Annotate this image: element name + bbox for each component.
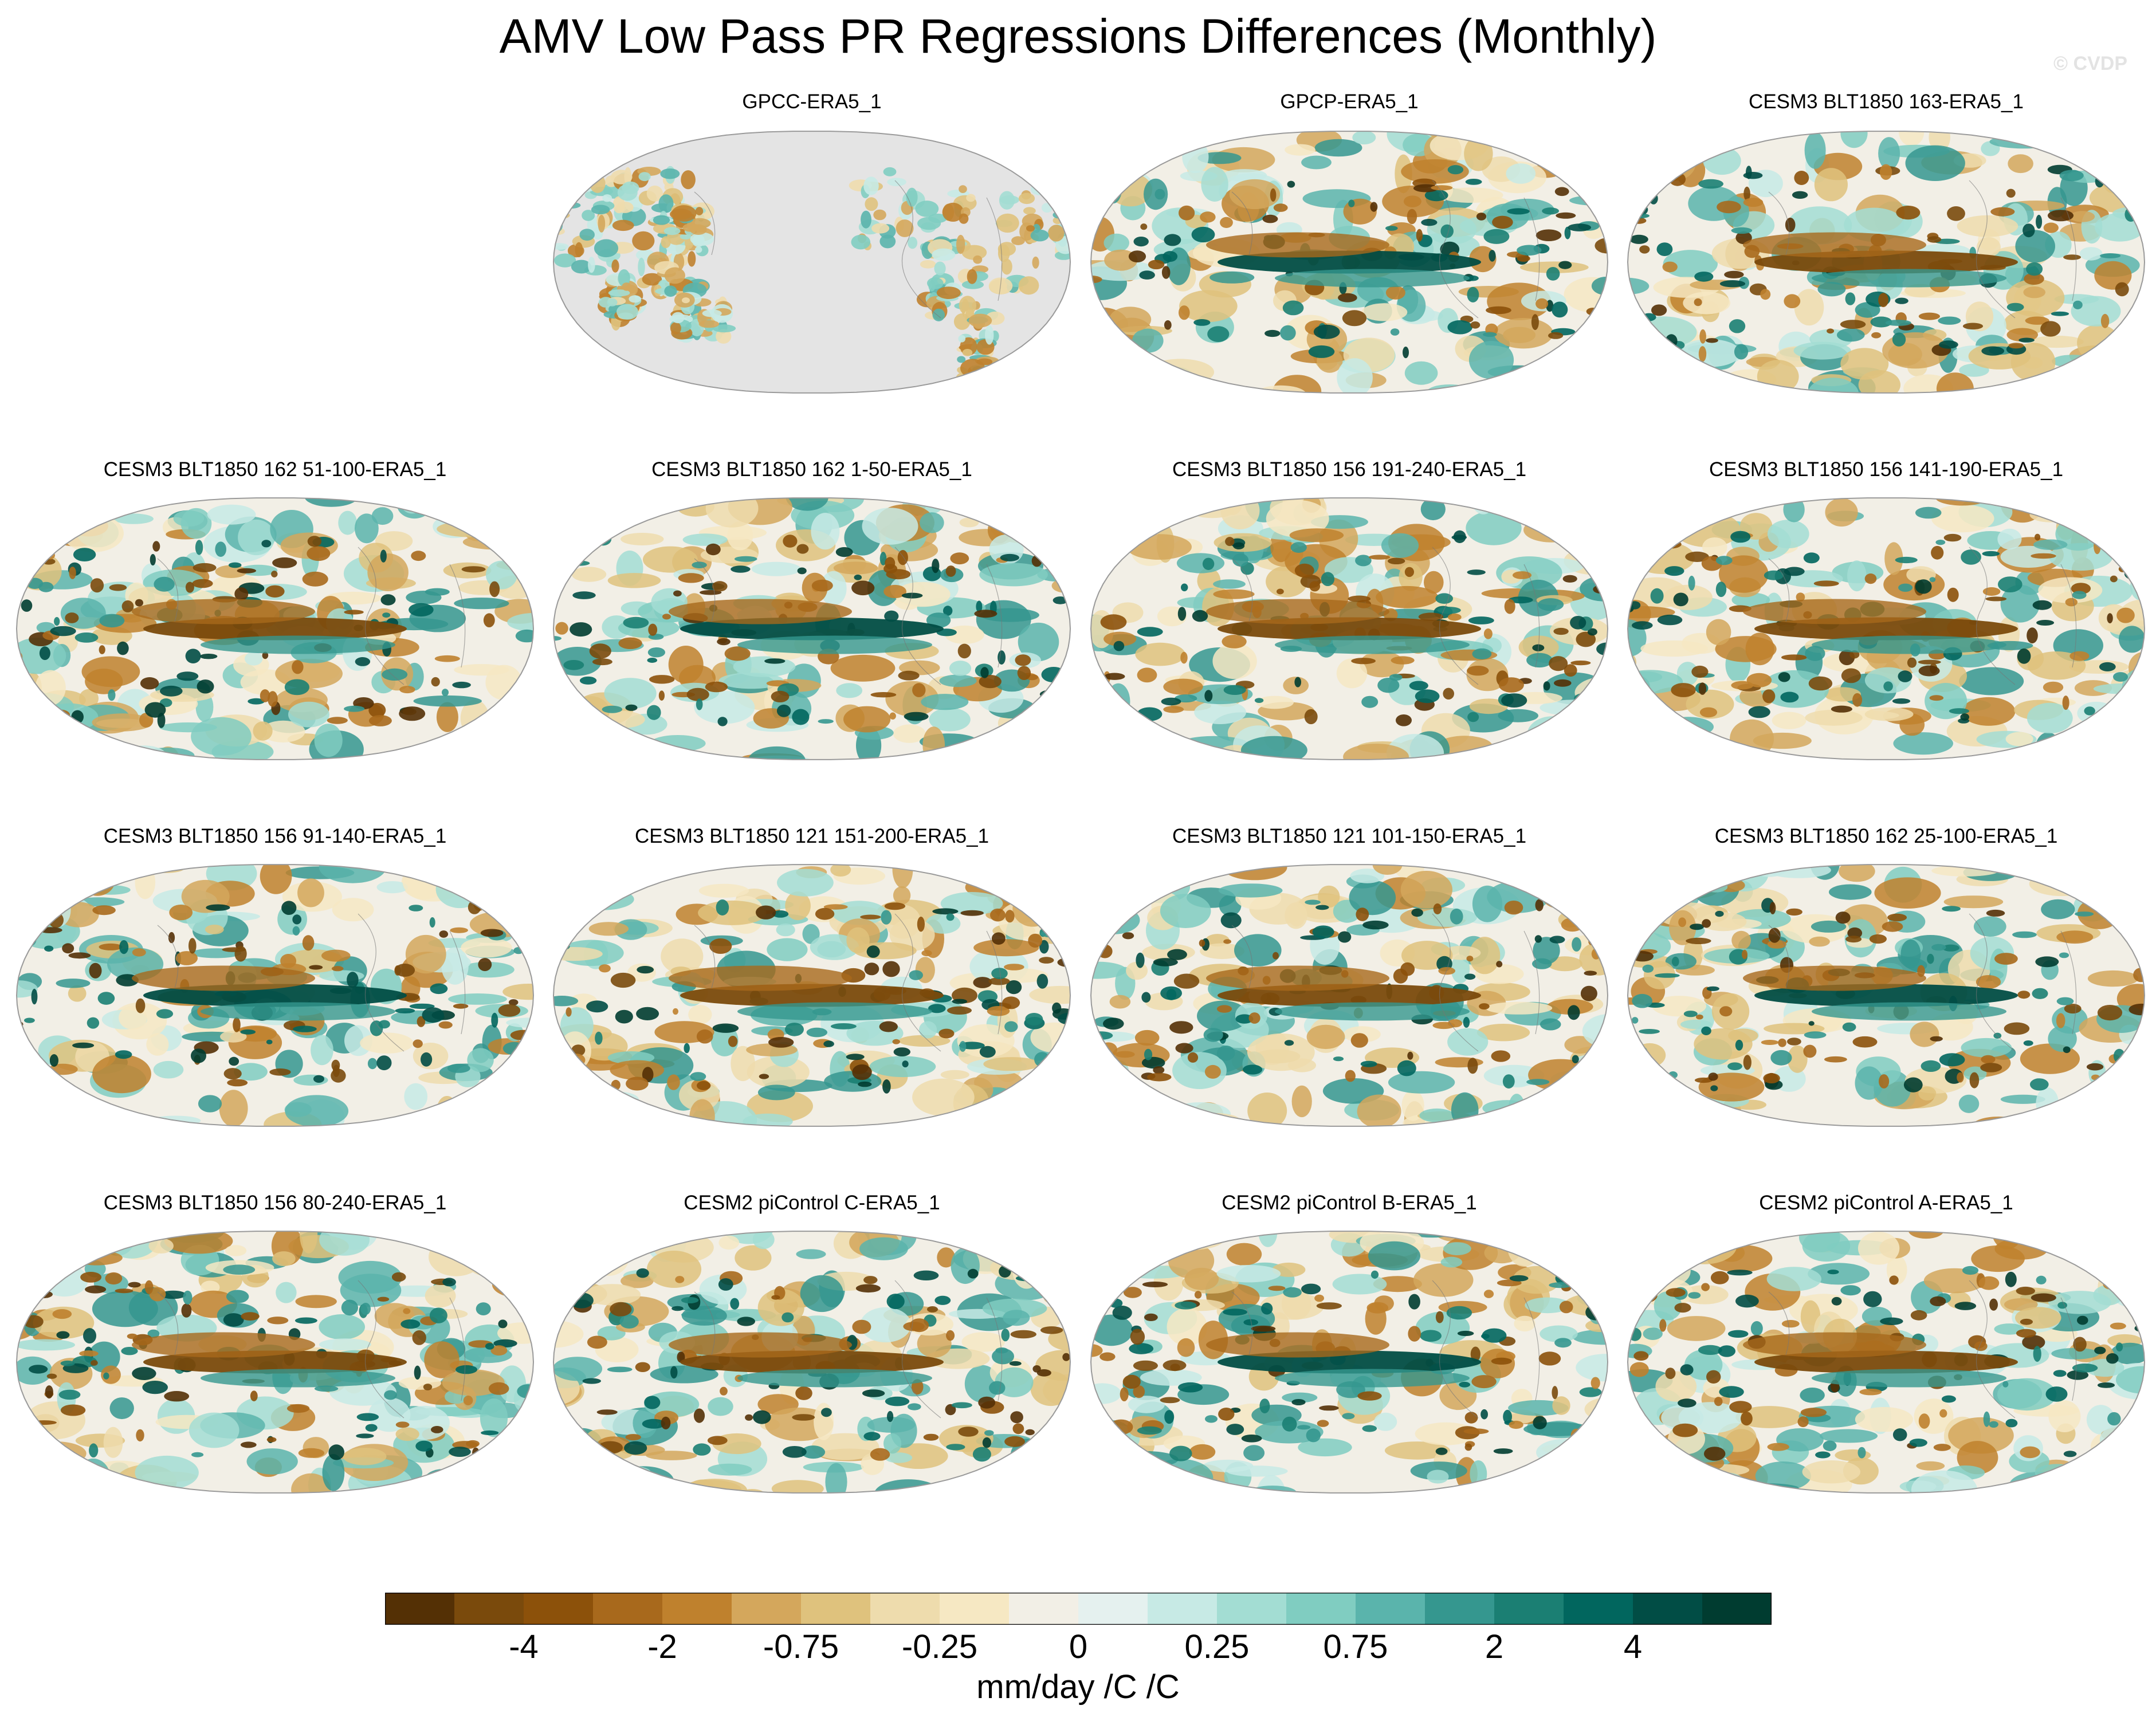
colorbar-swatch: [1286, 1593, 1356, 1625]
colorbar-swatch: [524, 1593, 593, 1625]
panel-title: CESM3 BLT1850 163-ERA5_1: [1749, 91, 2024, 113]
map-panel: [1627, 131, 2146, 394]
colorbar-swatch: [732, 1593, 801, 1625]
panel-title: CESM2 piControl B-ERA5_1: [1222, 1192, 1477, 1214]
colorbar-tick-label: -2: [647, 1628, 677, 1665]
colorbar-swatch: [1564, 1593, 1633, 1625]
map-panel: [1090, 131, 1609, 394]
panel-title: CESM2 piControl A-ERA5_1: [1759, 1192, 2013, 1214]
map-panel: [552, 131, 1071, 394]
map-panel: [1627, 1231, 2146, 1494]
colorbar-swatch: [1494, 1593, 1564, 1625]
panel-title: CESM3 BLT1850 121 101-150-ERA5_1: [1172, 825, 1527, 847]
map-panel: [1627, 497, 2146, 760]
map-panel: [1627, 864, 2146, 1127]
map-panel: [1090, 864, 1609, 1127]
map-panel: [1090, 497, 1609, 760]
figure-title: AMV Low Pass PR Regressions Differences …: [499, 9, 1657, 63]
colorbar-swatch: [1148, 1593, 1217, 1625]
panel-title: GPCC-ERA5_1: [742, 91, 882, 113]
colorbar-tick-label: 0: [1069, 1628, 1088, 1665]
colorbar-swatch: [801, 1593, 870, 1625]
panel-title: GPCP-ERA5_1: [1280, 91, 1419, 113]
colorbar: [385, 1593, 1772, 1625]
colorbar-swatch: [1356, 1593, 1425, 1625]
panel-title: CESM3 BLT1850 156 80-240-ERA5_1: [103, 1192, 447, 1214]
colorbar-tick-label: 0.75: [1323, 1628, 1388, 1665]
colorbar-swatch: [870, 1593, 940, 1625]
colorbar-tick-label: 4: [1623, 1628, 1643, 1665]
panel-title: CESM3 BLT1850 162 25-100-ERA5_1: [1714, 825, 2058, 847]
map-panel: [552, 1231, 1071, 1494]
colorbar-swatch: [454, 1593, 524, 1625]
colorbar-swatch: [1702, 1593, 1772, 1625]
colorbar-units: mm/day /C /C: [976, 1668, 1180, 1706]
colorbar-swatch: [662, 1593, 732, 1625]
colorbar-swatch: [385, 1593, 454, 1625]
colorbar-swatch: [1078, 1593, 1148, 1625]
map-panel: [15, 1231, 535, 1494]
panel-title: CESM3 BLT1850 156 191-240-ERA5_1: [1172, 458, 1527, 481]
map-panel: [552, 497, 1071, 760]
map-panel: [552, 864, 1071, 1127]
cvdp-watermark: © CVDP: [2053, 53, 2127, 74]
colorbar-tick-label: 0.25: [1184, 1628, 1250, 1665]
map-panel: [15, 497, 535, 760]
colorbar-swatch: [940, 1593, 1009, 1625]
colorbar-swatch: [1633, 1593, 1702, 1625]
colorbar-tick-label: -4: [509, 1628, 539, 1665]
panel-title: CESM3 BLT1850 162 1-50-ERA5_1: [651, 458, 972, 481]
panel-title: CESM2 piControl C-ERA5_1: [684, 1192, 940, 1214]
colorbar-swatch: [1425, 1593, 1494, 1625]
panel-title: CESM3 BLT1850 156 141-190-ERA5_1: [1709, 458, 2064, 481]
colorbar-swatch: [593, 1593, 662, 1625]
colorbar-swatch: [1009, 1593, 1078, 1625]
panel-title: CESM3 BLT1850 162 51-100-ERA5_1: [103, 458, 447, 481]
colorbar-tick-label: -0.75: [763, 1628, 839, 1665]
panel-title: CESM3 BLT1850 156 91-140-ERA5_1: [103, 825, 447, 847]
colorbar-swatch: [1217, 1593, 1286, 1625]
map-panel: [1090, 1231, 1609, 1494]
colorbar-tick-label: -0.25: [901, 1628, 978, 1665]
map-panel: [15, 864, 535, 1127]
panel-title: CESM3 BLT1850 121 151-200-ERA5_1: [634, 825, 989, 847]
colorbar-tick-label: 2: [1485, 1628, 1504, 1665]
